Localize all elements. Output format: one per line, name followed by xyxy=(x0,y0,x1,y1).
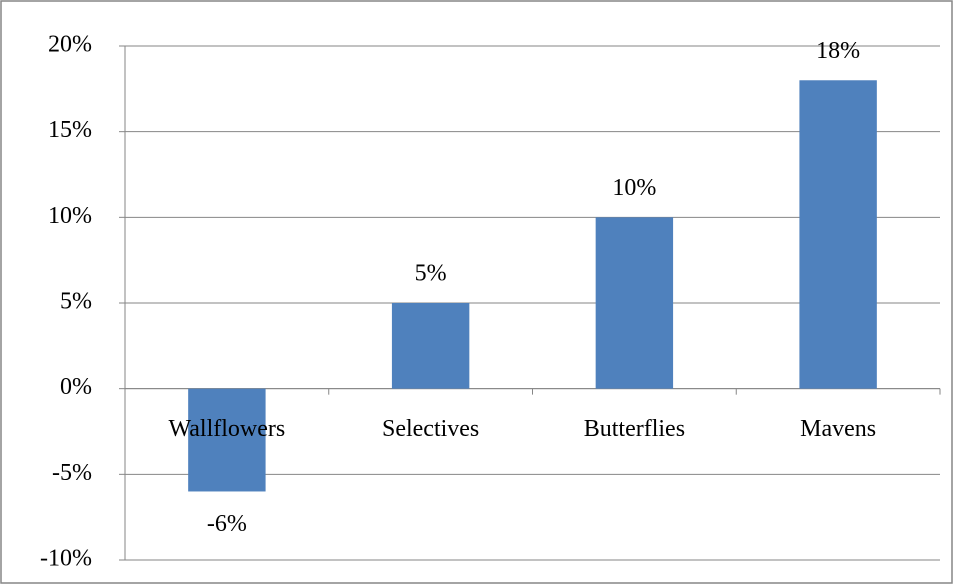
y-tick-label: 0% xyxy=(60,374,92,400)
bar xyxy=(188,388,266,492)
bar xyxy=(799,80,877,389)
y-tick-label: 5% xyxy=(60,289,92,315)
data-label: 18% xyxy=(816,38,860,64)
data-label: 10% xyxy=(612,175,656,201)
y-tick-label: 20% xyxy=(48,32,92,58)
x-tick-label: Butterflies xyxy=(584,416,685,442)
x-tick-label: Mavens xyxy=(800,416,876,442)
x-tick-label: Selectives xyxy=(382,416,479,442)
y-tick-label: -10% xyxy=(40,546,92,572)
y-tick-label: -5% xyxy=(52,460,92,486)
y-tick-label: 10% xyxy=(48,203,92,229)
data-label: -6% xyxy=(207,511,247,537)
bar xyxy=(595,217,674,389)
bar xyxy=(391,303,470,389)
y-tick-label: 15% xyxy=(48,117,92,143)
data-label: 5% xyxy=(415,261,447,287)
x-tick-label: Wallflowers xyxy=(169,416,286,442)
